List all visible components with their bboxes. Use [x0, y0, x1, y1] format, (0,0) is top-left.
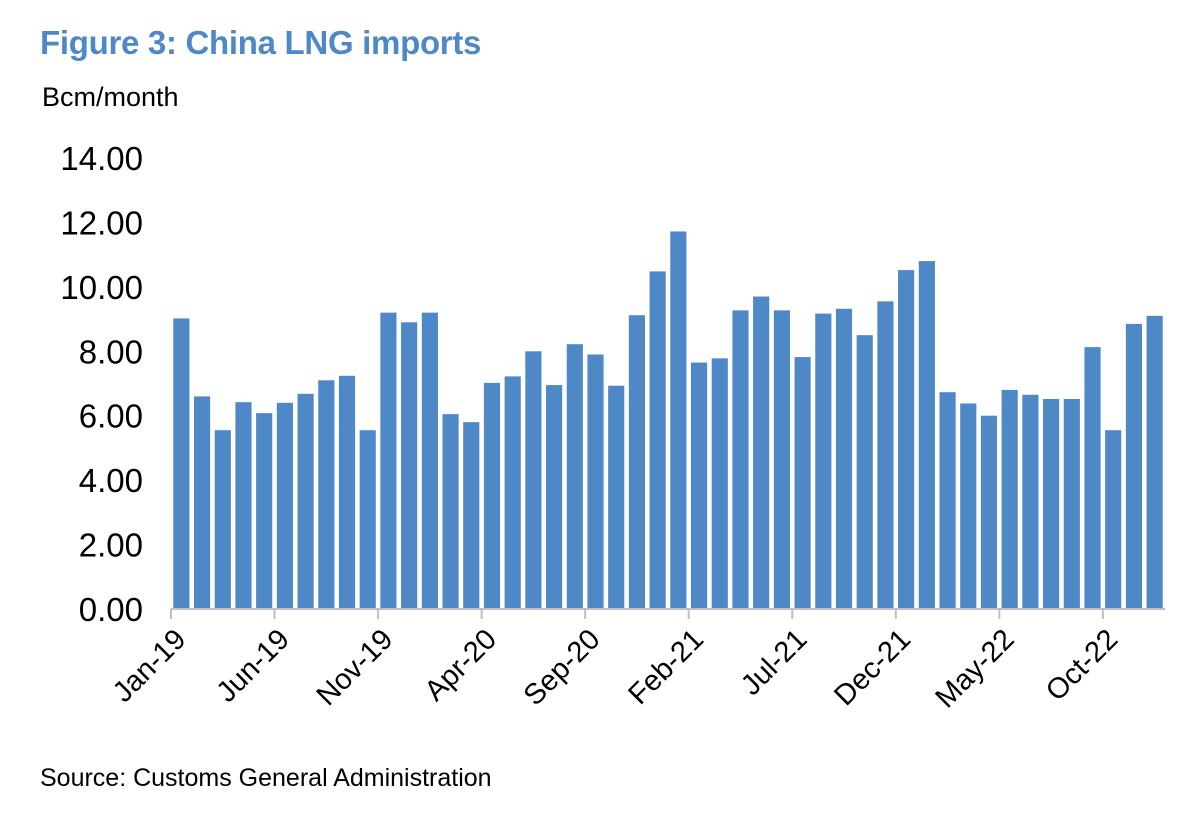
bar-Jun-22 — [1022, 394, 1039, 609]
chart-title: Figure 3: China LNG imports — [40, 24, 482, 61]
bar-Oct-22 — [1105, 430, 1122, 609]
bar-Mar-22 — [960, 403, 977, 609]
y-tick-label: 0.00 — [79, 591, 143, 628]
x-tick-label: Jul-21 — [735, 623, 813, 701]
x-tick-labels: Jan-19 Jun-19 Nov-19 Apr-20 Sep-20 Feb-21 Jul-… — [107, 623, 1124, 714]
bar-Apr-19 — [235, 402, 252, 609]
bar-Sep-20 — [587, 354, 604, 609]
bar-Jul-19 — [297, 393, 314, 609]
bar-Nov-21 — [877, 301, 894, 609]
y-tick-label: 10.00 — [60, 269, 143, 306]
y-tick-label: 8.00 — [79, 333, 143, 370]
bar-Oct-19 — [359, 430, 376, 609]
bar-Jan-22 — [918, 261, 935, 609]
bar-Sep-21 — [835, 308, 853, 609]
bar-chart: 0.00 2.00 4.00 6.00 8.00 10.00 12.00 14.00 Jan-… — [60, 140, 1165, 714]
bar-Nov-20 — [628, 315, 646, 609]
x-tick-label: Nov-19 — [311, 623, 400, 712]
bar-Jul-22 — [1043, 398, 1060, 609]
x-tick-label: Apr-20 — [419, 623, 503, 707]
y-tick-label: 14.00 — [60, 140, 143, 177]
bar-Jul-21 — [794, 357, 811, 609]
bar-Dec-19 — [401, 322, 418, 609]
x-tick-label: Dec-21 — [828, 623, 917, 712]
x-tick-label: Jun-19 — [211, 623, 296, 708]
bar-Feb-19 — [193, 396, 211, 609]
bar-Apr-21 — [732, 310, 749, 609]
axes-group — [170, 608, 1165, 619]
bar-Sep-19 — [338, 375, 356, 609]
bar-Feb-20 — [442, 414, 459, 609]
bar-Jun-19 — [276, 402, 293, 609]
bar-Jan-21 — [670, 231, 687, 609]
bar-Apr-20 — [483, 382, 501, 609]
bar-Aug-19 — [318, 380, 335, 609]
bar-Jun-21 — [773, 310, 790, 609]
y-axis-unit-label: Bcm/month — [42, 82, 179, 112]
bar-Jul-20 — [546, 385, 563, 609]
bar-Feb-21 — [690, 362, 708, 609]
bar-Dec-22 — [1146, 315, 1163, 609]
bar-Nov-19 — [380, 312, 397, 609]
bar-May-20 — [504, 376, 521, 609]
x-tick-label: Jan-19 — [107, 623, 192, 708]
bar-May-19 — [256, 413, 273, 609]
x-tick-label: May-22 — [930, 623, 1021, 714]
bar-Mar-19 — [214, 430, 231, 609]
bar-Nov-22 — [1125, 323, 1143, 609]
bars-group — [173, 231, 1163, 609]
y-tick-label: 4.00 — [79, 462, 143, 499]
y-tick-label: 6.00 — [79, 398, 143, 435]
bar-Mar-20 — [463, 422, 480, 609]
bar-Aug-20 — [566, 344, 583, 609]
bar-Jan-19 — [173, 318, 190, 609]
bar-Aug-22 — [1063, 398, 1080, 609]
bar-Mar-21 — [711, 358, 728, 609]
bar-Dec-21 — [898, 270, 915, 609]
bar-Dec-20 — [649, 271, 666, 609]
bar-May-22 — [1001, 389, 1018, 609]
x-tick-label: Sep-20 — [518, 623, 607, 712]
x-tick-label: Feb-21 — [622, 623, 710, 711]
bar-Feb-22 — [939, 392, 956, 609]
bar-Apr-22 — [980, 415, 998, 609]
bar-May-21 — [753, 296, 770, 609]
bar-Oct-20 — [608, 385, 625, 609]
bar-Jun-20 — [525, 351, 542, 609]
y-tick-label: 2.00 — [79, 527, 143, 564]
y-tick-label: 12.00 — [60, 204, 143, 241]
source-note: Source: Customs General Administration — [40, 764, 492, 792]
bar-Aug-21 — [815, 313, 832, 609]
y-tick-labels: 0.00 2.00 4.00 6.00 8.00 10.00 12.00 14.00 — [60, 140, 143, 628]
bar-Oct-21 — [856, 335, 873, 609]
x-tick-label: Oct-22 — [1040, 623, 1124, 707]
bar-Sep-22 — [1084, 347, 1101, 609]
bar-Jan-20 — [421, 312, 438, 609]
